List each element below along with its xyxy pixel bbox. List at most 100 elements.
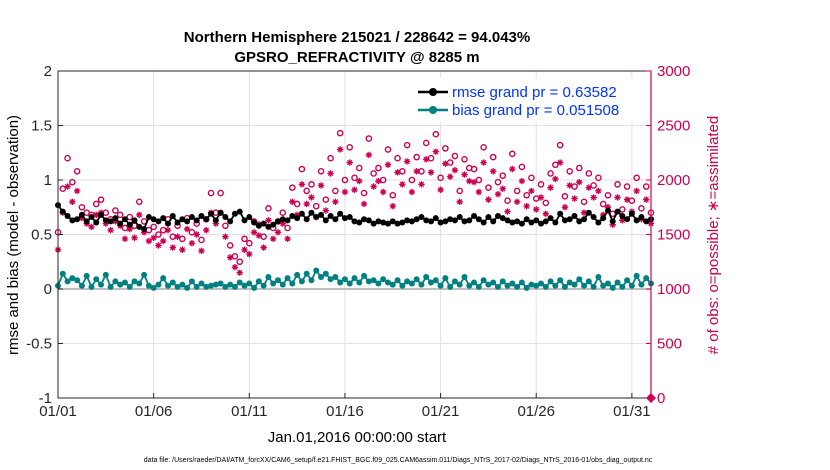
rmse-marker (619, 212, 626, 219)
assimilated-obs-marker (513, 198, 521, 205)
x-tick-label: 01/01 (39, 403, 77, 420)
bias-marker (337, 279, 344, 286)
bias-marker (480, 277, 487, 284)
bias-marker (64, 278, 71, 285)
rmse-marker (499, 215, 506, 222)
possible-obs-marker (322, 196, 330, 203)
bias-marker (394, 277, 401, 284)
assimilated-obs-marker (336, 146, 344, 153)
rmse-marker (633, 217, 640, 224)
rmse-marker (628, 210, 635, 217)
bias-marker (184, 284, 191, 291)
bias-marker (384, 279, 391, 286)
possible-obs-marker (365, 135, 373, 142)
assimilated-obs-marker (399, 181, 406, 188)
rmse-marker (260, 220, 267, 227)
rmse-marker (313, 214, 320, 221)
bias-marker (552, 282, 559, 289)
assimilated-obs-marker (633, 187, 640, 195)
possible-obs-marker (542, 199, 550, 207)
bias-marker (571, 281, 578, 288)
assimilated-obs-marker (394, 169, 401, 176)
rmse-marker (203, 216, 210, 223)
possible-obs-marker (532, 195, 540, 202)
assimilated-obs-marker (542, 210, 549, 217)
assimilated-obs-marker (413, 168, 420, 175)
possible-obs-marker (571, 183, 578, 190)
rmse-marker (365, 217, 372, 224)
rmse-marker (217, 209, 224, 216)
bias-marker (198, 280, 205, 287)
possible-obs-marker (614, 181, 621, 188)
bias-marker (322, 270, 329, 277)
rmse-marker (346, 214, 353, 221)
rmse-marker (289, 212, 296, 219)
assimilated-obs-marker (274, 229, 282, 236)
rmse-marker (566, 216, 573, 223)
rmse-marker (294, 215, 301, 222)
rmse-marker (150, 216, 157, 223)
rmse-marker (136, 223, 143, 230)
rmse-marker (236, 208, 243, 215)
possible-obs-marker (351, 174, 358, 182)
bias-marker (380, 276, 387, 283)
possible-obs-marker (623, 183, 631, 190)
rmse-marker (102, 217, 109, 224)
y-tick-label-right: 1000 (657, 281, 690, 298)
assimilated-obs-marker (470, 178, 478, 186)
rmse-marker (212, 217, 219, 224)
assimilated-obs-marker (552, 175, 559, 183)
rmse-marker (437, 219, 444, 226)
bias-marker (595, 274, 602, 281)
rmse-marker (208, 210, 215, 217)
x-tick-label: 01/31 (613, 403, 651, 420)
rmse-marker (475, 216, 482, 223)
bias-marker (217, 280, 224, 287)
assimilated-obs-marker (231, 264, 239, 271)
legend-rmse-label: rmse grand pr = 0.63582 (452, 84, 617, 101)
rmse-marker (375, 218, 382, 225)
bias-marker (78, 282, 85, 289)
assimilated-obs-marker (599, 211, 607, 219)
assimilated-obs-marker (73, 187, 81, 195)
rmse-marker (155, 218, 162, 225)
possible-obs-marker (528, 174, 535, 182)
bias-marker (547, 278, 554, 285)
assimilated-obs-marker (623, 196, 631, 203)
possible-obs-marker (518, 163, 526, 171)
possible-obs-marker (207, 189, 215, 197)
possible-obs-marker (217, 189, 224, 197)
possible-obs-marker (523, 191, 530, 199)
assimilated-obs-marker (317, 182, 325, 189)
rmse-marker (179, 216, 186, 223)
y-tick-label-left: 2 (44, 63, 52, 80)
rmse-marker (624, 216, 631, 223)
rmse-marker (480, 219, 487, 226)
assimilated-obs-marker (446, 173, 454, 180)
bias-marker (203, 283, 210, 290)
assimilated-obs-marker (461, 171, 468, 178)
possible-obs-marker (403, 141, 411, 149)
rmse-marker (174, 219, 181, 226)
possible-obs-marker (437, 174, 444, 182)
possible-obs-marker (422, 139, 430, 147)
assimilated-obs-marker (169, 244, 176, 251)
assimilated-obs-marker (222, 233, 229, 240)
rmse-marker (471, 212, 478, 219)
possible-obs-marker (485, 184, 492, 191)
assimilated-obs-marker (308, 194, 315, 201)
bias-marker (164, 282, 171, 289)
possible-obs-marker (112, 207, 119, 214)
possible-obs-marker (73, 167, 81, 175)
rmse-marker (222, 214, 229, 221)
bias-marker (633, 272, 640, 279)
bias-marker (327, 276, 334, 283)
bias-marker (83, 272, 90, 279)
rmse-marker (485, 214, 492, 221)
bias-marker (557, 277, 564, 284)
bias-marker (423, 274, 430, 281)
assimilated-obs-marker (93, 211, 100, 219)
possible-obs-marker (494, 178, 502, 186)
assimilated-obs-marker (427, 169, 435, 176)
rmse-marker (547, 215, 554, 222)
